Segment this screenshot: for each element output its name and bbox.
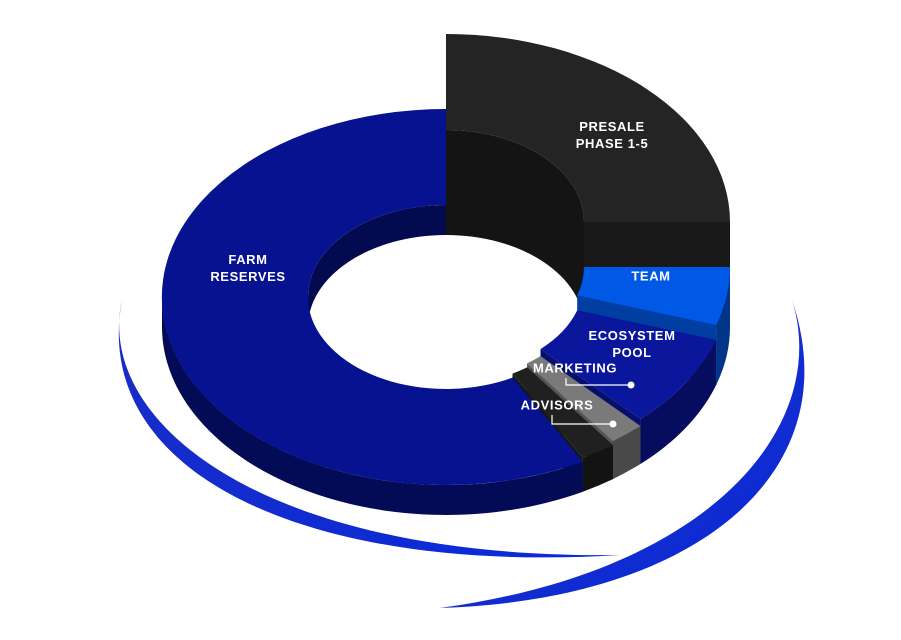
slice-top bbox=[540, 310, 717, 419]
slice-top bbox=[512, 367, 613, 458]
slice-label: FARM RESERVES bbox=[210, 252, 286, 284]
slice-inner-wall bbox=[308, 205, 446, 327]
slice-outer-wall bbox=[582, 445, 613, 492]
swirl-left bbox=[118, 300, 620, 558]
donut bbox=[161, 34, 731, 515]
slice bbox=[161, 108, 583, 515]
slice-label: TEAM bbox=[631, 268, 671, 284]
slice-top bbox=[577, 267, 730, 326]
slice-inner-wall bbox=[446, 130, 584, 327]
slice-top bbox=[527, 356, 641, 442]
swirl-right bbox=[440, 300, 805, 608]
slice-outer-wall bbox=[612, 426, 641, 480]
slice-top bbox=[446, 34, 730, 222]
slice-outer-wall bbox=[640, 340, 717, 464]
slice-label: PRESALE PHASE 1-5 bbox=[575, 119, 649, 151]
slice-outer-wall bbox=[162, 297, 583, 515]
slice-top bbox=[161, 108, 583, 485]
slice-outer-wall bbox=[716, 267, 731, 386]
slice-label: ADVISORS bbox=[520, 397, 594, 413]
slice-label: MARKETING bbox=[532, 360, 618, 376]
slice-label: ECOSYSTEM POOL bbox=[588, 328, 676, 360]
